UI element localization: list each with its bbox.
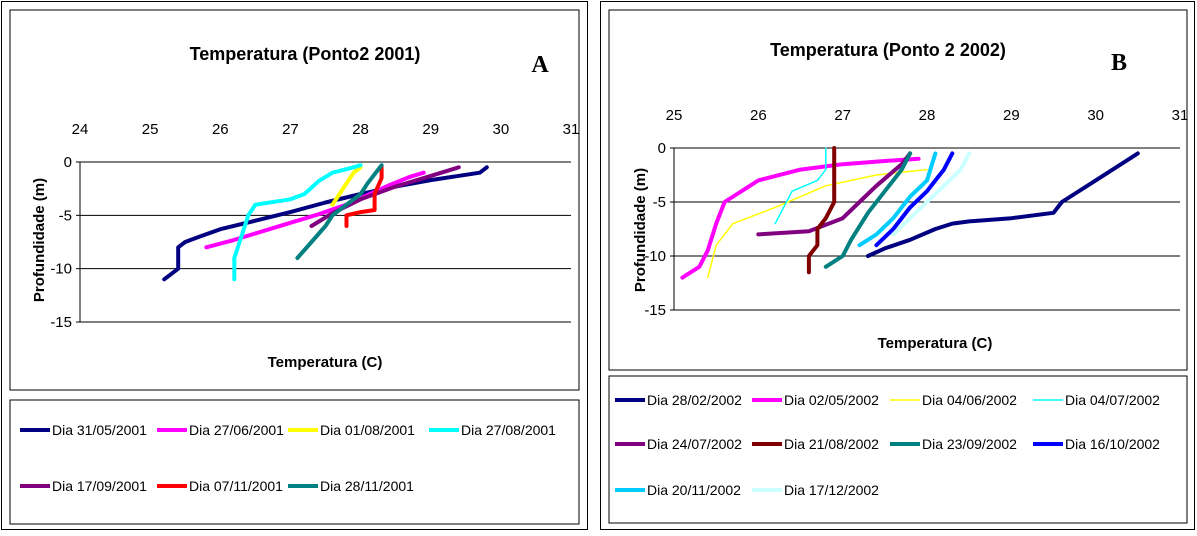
series-line-21082002 [806, 146, 837, 275]
panel-a-legend-box [9, 399, 580, 525]
series-line-27062001 [204, 170, 426, 250]
legend-label: Dia 24/07/2002 [647, 436, 742, 452]
y-tick-label: -10 [50, 261, 72, 278]
series-line-28112001 [295, 163, 384, 260]
x-tick-label: 31 [1172, 107, 1189, 124]
panel-a-letter: A [531, 52, 549, 78]
x-tick-label: 26 [750, 107, 767, 124]
panel-a-x-axis-title: Temperatura (C) [268, 354, 383, 371]
series-line-27082001 [232, 163, 363, 282]
y-tick-label: -5 [59, 207, 72, 224]
series-line-04072002 [774, 147, 827, 225]
legend-label: Dia 28/02/2002 [647, 392, 742, 408]
series-line-16102002 [874, 151, 955, 248]
series-line-07112001 [344, 165, 384, 228]
series-line-17122002 [891, 151, 972, 237]
x-tick-label: 27 [834, 107, 851, 124]
panel-b-x-axis-title: Temperatura (C) [878, 335, 993, 352]
y-tick-label: -15 [644, 302, 666, 319]
x-tick-label: 29 [422, 121, 439, 138]
legend-label: Dia 01/08/2001 [320, 422, 415, 438]
legend-label: Dia 17/09/2001 [52, 478, 147, 494]
series-line-24072002 [756, 151, 913, 237]
x-tick-label: 31 [563, 121, 580, 138]
x-tick-label: 26 [212, 121, 229, 138]
series-line-02052002 [680, 156, 921, 280]
y-tick-label: 0 [658, 140, 666, 157]
legend-label: Dia 07/11/2001 [189, 478, 283, 494]
y-tick-label: -10 [644, 248, 666, 265]
chart-1-plot: 0 -5 -10 -15 25 26 27 28 29 30 31 Dia 28/02/2002 Dia… [615, 107, 1188, 498]
legend-label: Dia 04/07/2002 [1065, 392, 1160, 408]
x-tick-label: 25 [666, 107, 683, 124]
x-tick-label: 30 [1087, 107, 1104, 124]
legend-label: Dia 28/11/2001 [320, 478, 414, 494]
x-tick-label: 25 [142, 121, 159, 138]
series-line-28022002 [866, 151, 1140, 258]
series-line-17092001 [309, 165, 461, 228]
legend-label: Dia 27/08/2001 [461, 422, 556, 438]
series-line-04062002 [706, 168, 928, 279]
x-tick-label: 28 [352, 121, 369, 138]
legend-label: Dia 20/11/2002 [647, 482, 741, 498]
panel-a-y-axis-title: Profundidade (m) [31, 178, 48, 302]
legend-label: Dia 04/06/2002 [922, 392, 1017, 408]
panel-a-chart-frame [9, 9, 580, 391]
chart-0-plot: 0 -5 -10 -15 24 25 26 27 28 29 30 31 Dia 31/05/2001 D… [20, 121, 579, 494]
x-tick-label: 30 [493, 121, 510, 138]
legend-label: Dia 31/05/2001 [52, 422, 147, 438]
panel-b-letter: B [1111, 50, 1127, 76]
y-tick-label: 0 [64, 154, 72, 171]
panel-b-y-axis-title: Profundidade (m) [632, 168, 649, 292]
panel-b-chart-frame [608, 9, 1188, 371]
y-tick-label: -5 [653, 194, 666, 211]
panel-a-chart-title: Temperatura (Ponto2 2001) [190, 44, 421, 64]
legend-label: Dia 02/05/2002 [784, 392, 879, 408]
series-line-31052001 [162, 165, 489, 282]
x-tick-label: 24 [72, 121, 89, 138]
panel-b-chart-title: Temperatura (Ponto 2 2002) [770, 40, 1006, 60]
x-tick-label: 29 [1003, 107, 1020, 124]
legend-label: Dia 23/09/2002 [922, 436, 1017, 452]
legend-label: Dia 17/12/2002 [784, 482, 879, 498]
legend-label: Dia 16/10/2002 [1065, 436, 1160, 452]
series-line-23092002 [823, 151, 913, 269]
series-line-20112002 [857, 151, 938, 248]
x-tick-label: 27 [282, 121, 299, 138]
legend-label: Dia 21/08/2002 [784, 436, 879, 452]
y-tick-label: -15 [50, 314, 72, 331]
x-tick-label: 28 [919, 107, 936, 124]
legend-label: Dia 27/06/2001 [189, 422, 284, 438]
series-line-01082001 [330, 165, 363, 207]
